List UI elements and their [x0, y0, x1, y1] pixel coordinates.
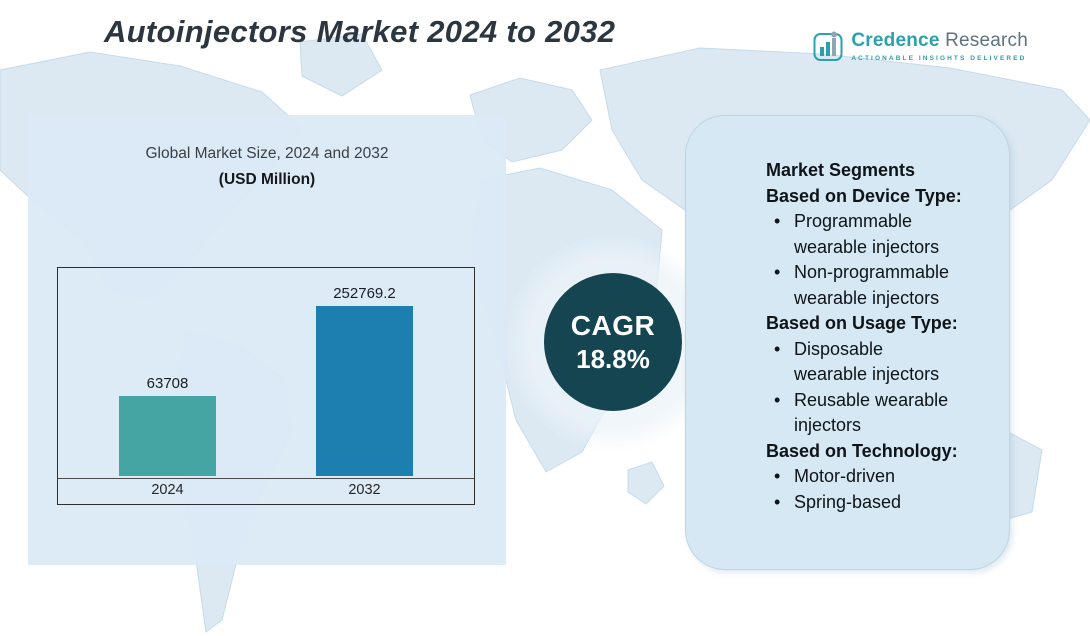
segment-item: • Motor-driven — [766, 464, 989, 490]
segment-item-label: Reusable wearable injectors — [794, 389, 949, 436]
bar-chart-logo-icon — [813, 31, 843, 61]
segment-item: • Disposable wearable injectors — [766, 337, 989, 388]
cagr-badge: CAGR 18.8% — [544, 273, 682, 411]
cagr-value: 18.8% — [576, 343, 650, 374]
cagr-label: CAGR — [570, 309, 656, 341]
segment-item-label: Motor-driven — [794, 466, 896, 486]
bullet-glyph: • — [774, 211, 781, 231]
bullet-glyph: • — [774, 262, 781, 282]
bar-value-label: 252769.2 — [333, 285, 396, 302]
bar-value-label: 63708 — [146, 375, 189, 392]
segment-item: • Non-programmable wearable injectors — [766, 260, 989, 311]
bullet-glyph: • — [774, 491, 781, 512]
segment-heading: Based on Usage Type: — [766, 313, 958, 333]
logo-tagline: Actionable Insights Delivered — [851, 55, 1027, 62]
segments-title: Market Segments — [766, 160, 916, 180]
segment-item: • Spring-based — [766, 490, 989, 516]
bullet-glyph: • — [774, 338, 781, 359]
bar-group-2024: 63708 — [119, 375, 216, 476]
x-axis-label-2032: 2032 — [348, 482, 381, 498]
segment-section-usage-type: Based on Usage Type: • Disposable wearab… — [766, 311, 989, 439]
x-axis-label-2024: 2024 — [151, 482, 184, 498]
segment-heading: Based on Device Type: — [766, 185, 962, 206]
bullet-glyph: • — [774, 466, 781, 486]
bullet-glyph: • — [774, 389, 781, 410]
brand-logo: Credence Research Actionable Insights De… — [813, 30, 1028, 62]
segment-item: • Reusable wearable injectors — [766, 388, 989, 439]
logo-brand-primary: Credence — [851, 30, 940, 51]
logo-brand-secondary: Research — [945, 30, 1028, 51]
chart-heading-line1: Global Market Size, 2024 and 2032 — [145, 145, 389, 162]
x-axis-line — [58, 478, 474, 479]
segment-item-label: Programmable wearable injectors — [794, 211, 940, 257]
segment-section-technology: Based on Technology: • Motor-driven • Sp… — [766, 439, 989, 516]
market-size-panel: Global Market Size, 2024 and 2032 (USD M… — [28, 115, 506, 565]
logo-brand-name: Credence Research — [851, 30, 1028, 52]
segment-item-label: Spring-based — [794, 491, 902, 512]
bar-group-2032: 252769.2 — [316, 285, 413, 476]
chart-bar-2024 — [119, 396, 216, 476]
chart-bar-2032 — [316, 306, 413, 476]
page-title: Autoinjectors Market 2024 to 2032 — [104, 14, 616, 49]
segment-item-label: Non-programmable wearable injectors — [794, 262, 950, 308]
chart-heading: Global Market Size, 2024 and 2032 (USD M… — [28, 145, 506, 189]
segment-section-device-type: Based on Device Type: • Programmable wea… — [766, 184, 989, 312]
chart-heading-line2: (USD Million) — [218, 171, 316, 188]
segment-item: • Programmable wearable injectors — [766, 209, 989, 260]
logo-text: Credence Research Actionable Insights De… — [851, 30, 1028, 62]
market-segments-panel: Market Segments Based on Device Type: • … — [685, 115, 1010, 570]
segment-heading: Based on Technology: — [766, 440, 958, 461]
segment-item-label: Disposable wearable injectors — [794, 338, 940, 385]
bar-chart: 63708 252769.2 2024 2032 — [57, 267, 475, 505]
